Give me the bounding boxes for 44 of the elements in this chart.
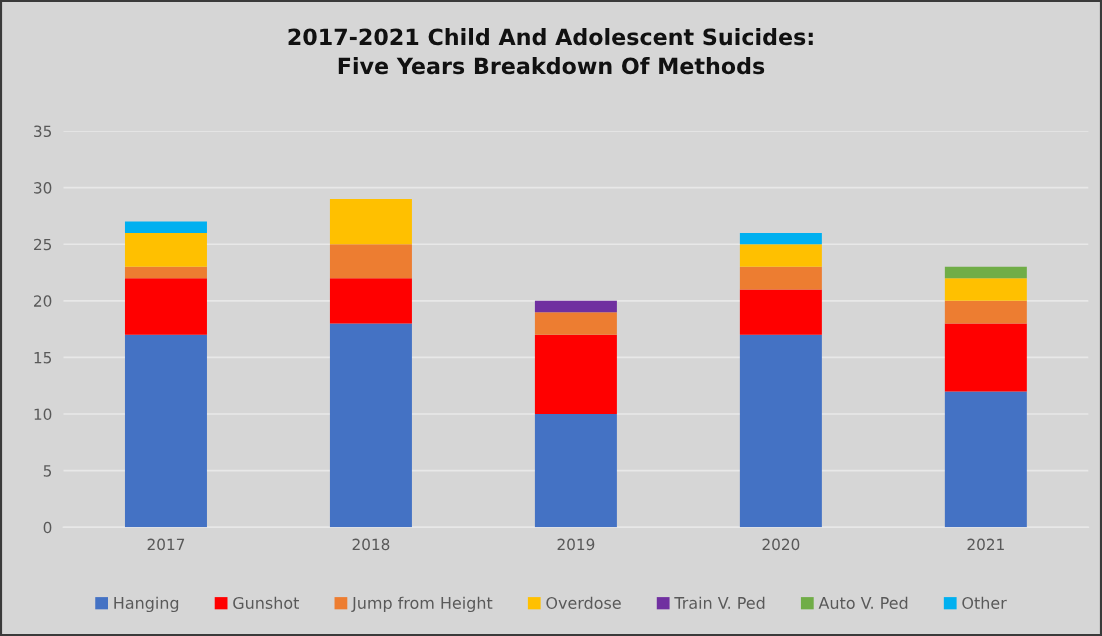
bar [329, 244, 412, 279]
y-tick-label: 35 [34, 125, 52, 138]
x-tick-label: 2018 [352, 538, 390, 551]
bar [534, 312, 617, 335]
bar [739, 232, 822, 245]
y-tick-label: 5 [43, 465, 52, 477]
bar [739, 244, 822, 267]
bar [124, 266, 207, 279]
bar [534, 414, 617, 528]
bar [944, 266, 1027, 279]
y-tick-label: 15 [34, 352, 52, 364]
bar [124, 278, 207, 335]
bar [739, 289, 822, 335]
chart-title: 2017-2021 Child And Adolescent Suicides: Five Years Breakdown Of Methods [288, 28, 813, 75]
bar [534, 334, 617, 415]
legend-label: Jump from Height [351, 596, 493, 613]
y-tick-label: 10 [34, 408, 52, 421]
x-tick-label: 2020 [762, 538, 800, 551]
legend-label: Hanging [114, 596, 179, 613]
legend-label: Gunshot [233, 596, 299, 609]
bar [534, 300, 617, 313]
x-tick-label: 2021 [967, 538, 1004, 551]
x-tick-label: 2017 [147, 538, 185, 551]
bar [739, 334, 822, 528]
legend-label: Other [962, 596, 1007, 609]
bar [739, 266, 822, 290]
x-tick-label: 2019 [557, 538, 595, 551]
bar [329, 198, 412, 245]
legend-label: Train V. Ped [674, 596, 765, 609]
legend-label: Auto V. Ped [818, 596, 908, 609]
y-tick-label: 0 [43, 521, 52, 534]
bar [944, 391, 1027, 528]
bar [944, 300, 1027, 324]
bar [124, 232, 207, 267]
bar [124, 221, 207, 233]
bar [944, 323, 1027, 392]
bar [944, 278, 1027, 301]
y-tick-label: 20 [34, 295, 52, 307]
bar [329, 323, 412, 528]
bar [124, 334, 207, 528]
legend-label: Overdose [546, 596, 621, 609]
bar [329, 278, 412, 324]
y-tick-label: 30 [34, 182, 52, 194]
y-tick-label: 25 [34, 238, 52, 251]
